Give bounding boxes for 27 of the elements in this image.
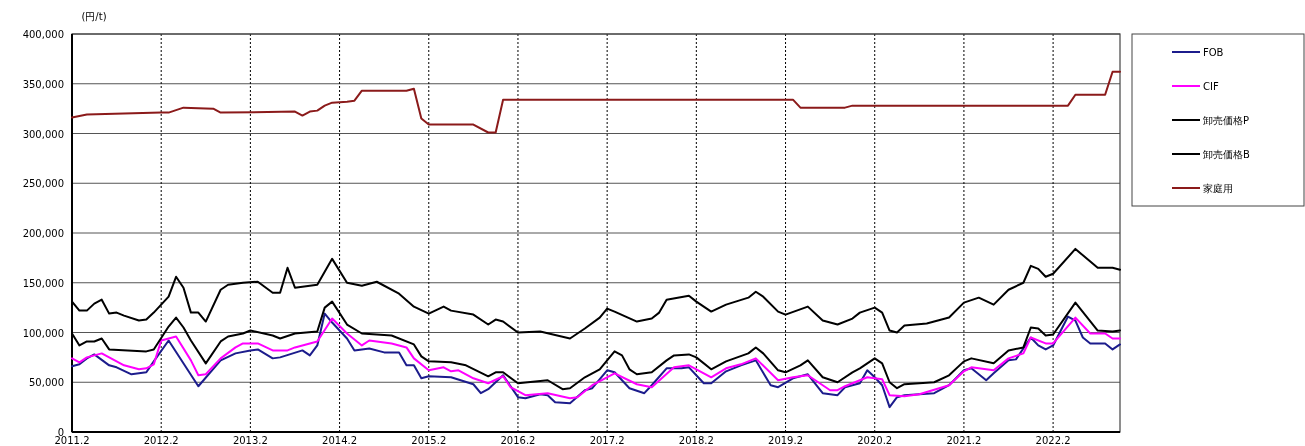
y-tick-label: 400,000 xyxy=(22,29,64,40)
y-tick-label: 250,000 xyxy=(22,178,64,190)
legend-label: CIF xyxy=(1203,81,1219,92)
x-tick-label: 2021.2 xyxy=(946,435,982,446)
x-tick-label: 2012.2 xyxy=(143,435,179,446)
legend-label: FOB xyxy=(1203,47,1224,58)
legend-label: 卸売価格P xyxy=(1203,115,1250,126)
line-series xyxy=(71,70,1121,134)
legend-label: 卸売価格B xyxy=(1203,149,1250,160)
x-tick-label: 2011.2 xyxy=(54,435,90,446)
y-tick-label: 200,000 xyxy=(22,228,64,239)
x-tick-label: 2017.2 xyxy=(589,435,625,446)
y-tick-label: 150,000 xyxy=(22,277,64,289)
y-tick-label: 100,000 xyxy=(22,327,64,339)
x-tick-label: 2015.2 xyxy=(411,435,447,446)
y-axis-title: (円/t) xyxy=(81,11,107,22)
x-tick-label: 2020.2 xyxy=(857,435,893,446)
y-tick-label: 300,000 xyxy=(22,128,64,140)
legend-label: 家庭用 xyxy=(1203,183,1233,194)
y-tick-label: 350,000 xyxy=(22,78,64,90)
x-tick-label: 2022.2 xyxy=(1035,435,1071,446)
x-tick-label: 2018.2 xyxy=(678,435,714,446)
x-tick-label: 2013.2 xyxy=(232,435,268,446)
x-tick-label: 2014.2 xyxy=(322,435,358,446)
y-tick-label: 50,000 xyxy=(29,377,64,389)
x-tick-label: 2019.2 xyxy=(768,435,804,446)
x-tick-label: 2016.2 xyxy=(500,435,536,446)
